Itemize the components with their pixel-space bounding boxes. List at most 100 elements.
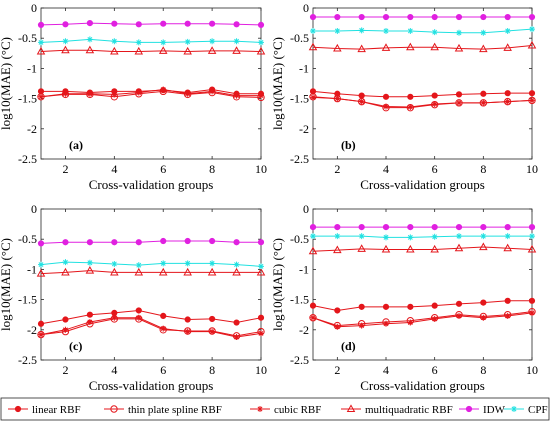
series-line xyxy=(312,300,532,311)
y-tick-label: -1 xyxy=(27,262,37,276)
x-tick-label: 2 xyxy=(334,162,340,176)
data-point xyxy=(309,314,317,322)
data-point xyxy=(310,233,316,240)
series-cpf xyxy=(38,36,264,46)
data-point xyxy=(504,27,511,34)
data-point xyxy=(158,267,168,276)
data-point xyxy=(111,309,118,316)
x-tick-label: 2 xyxy=(62,162,68,176)
series-linear-rbf xyxy=(37,307,265,327)
data-point xyxy=(407,93,414,100)
y-tick-label: -2 xyxy=(27,122,37,136)
data-point xyxy=(407,13,414,21)
data-point xyxy=(527,244,537,253)
data-point xyxy=(135,239,142,246)
data-point xyxy=(431,13,438,21)
data-point xyxy=(358,27,365,34)
data-point xyxy=(257,21,265,29)
panel-label: (c) xyxy=(69,339,82,353)
series-multiquadratic-rbf xyxy=(308,242,537,255)
series-cubic-rbf xyxy=(310,94,535,111)
data-point xyxy=(381,244,391,253)
plot-area xyxy=(40,208,262,361)
data-point xyxy=(333,245,342,254)
data-point xyxy=(37,320,45,327)
data-point xyxy=(37,240,45,247)
data-point xyxy=(62,259,69,266)
data-point xyxy=(528,13,536,21)
data-point xyxy=(504,90,511,97)
legend-marker xyxy=(346,404,356,413)
data-point xyxy=(528,90,536,97)
series-cpf xyxy=(310,233,535,241)
legend-label: thin plate spline RBF xyxy=(128,404,222,416)
data-point xyxy=(184,328,191,335)
legend-label: IDW xyxy=(483,404,506,416)
data-point xyxy=(382,13,390,21)
data-point xyxy=(431,224,438,231)
data-point xyxy=(431,315,438,322)
data-point xyxy=(504,224,511,231)
series-line xyxy=(40,38,262,43)
data-point xyxy=(309,302,317,309)
x-axis-label: Cross-validation groups xyxy=(360,177,485,192)
data-point xyxy=(184,316,191,323)
data-point xyxy=(358,98,365,105)
data-point xyxy=(110,267,119,276)
legend-entry: cubic RBF xyxy=(250,404,321,416)
x-tick-label: 8 xyxy=(209,363,215,377)
data-point xyxy=(455,91,463,98)
y-tick-label: -1.5 xyxy=(18,293,37,307)
data-point xyxy=(480,299,487,306)
y-tick-label: -2 xyxy=(299,122,309,136)
data-point xyxy=(454,243,464,252)
data-point xyxy=(258,330,264,337)
data-point xyxy=(456,29,462,36)
data-point xyxy=(256,46,266,55)
data-point xyxy=(431,233,438,240)
data-point xyxy=(407,234,414,241)
data-point xyxy=(528,224,536,231)
data-point xyxy=(160,86,167,93)
data-point xyxy=(480,90,487,97)
series-line xyxy=(40,270,261,275)
x-axis-label: Cross-validation groups xyxy=(89,177,214,192)
legend-label: CPF xyxy=(528,404,548,416)
data-point xyxy=(111,38,118,45)
y-tick-label: -1 xyxy=(299,262,309,276)
data-point xyxy=(504,297,511,304)
data-point xyxy=(310,27,316,34)
data-point xyxy=(358,322,365,329)
legend-marker xyxy=(511,406,517,412)
data-point xyxy=(504,312,511,319)
data-point xyxy=(135,39,142,46)
data-point xyxy=(431,302,438,309)
data-point xyxy=(85,265,95,274)
data-point xyxy=(454,43,464,52)
data-point xyxy=(334,307,341,314)
panel-b: 0 -0.5 -1 -1.5 -2 -2.5 2 4 6 8 10 Cross-validation … xyxy=(270,1,538,192)
data-point xyxy=(209,38,216,45)
data-point xyxy=(233,92,240,99)
y-axis-label: log10(MAE) (°C) xyxy=(270,238,285,331)
data-point xyxy=(61,45,70,54)
data-point xyxy=(456,233,462,240)
series-idw xyxy=(37,20,265,29)
data-point xyxy=(160,39,167,46)
data-point xyxy=(406,244,415,253)
data-point xyxy=(232,267,241,276)
legend-label: linear RBF xyxy=(32,404,81,416)
data-point xyxy=(233,38,240,45)
legend: linear RBF thin plate spline RBF cubic RBF… xyxy=(0,397,550,421)
series-cubic-rbf xyxy=(38,86,264,100)
data-point xyxy=(38,93,44,100)
plot-area xyxy=(312,208,533,361)
data-point xyxy=(86,90,93,97)
x-axis-label: Cross-validation groups xyxy=(89,378,214,393)
data-point xyxy=(207,46,217,54)
y-axis-label: log10(MAE) (°C) xyxy=(0,37,13,130)
data-point xyxy=(62,316,69,323)
legend-label: multiquadratic RBF xyxy=(365,404,453,416)
series-multiquadratic-rbf xyxy=(308,40,537,53)
